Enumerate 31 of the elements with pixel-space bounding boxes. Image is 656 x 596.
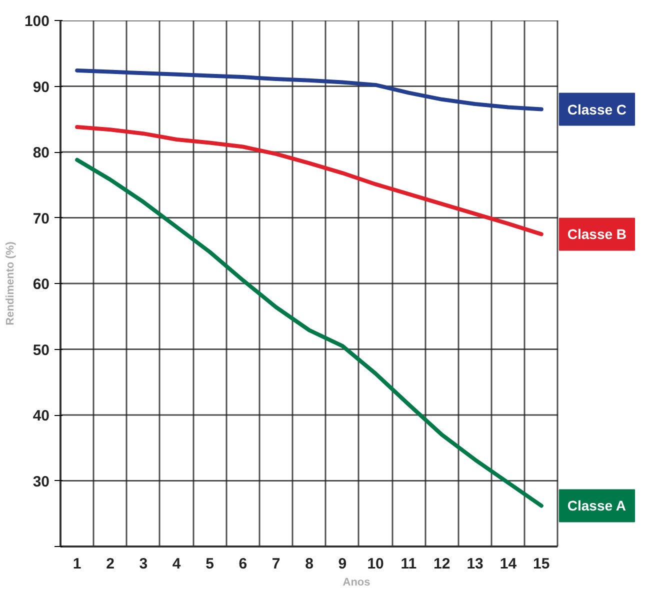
x-tick-label: 5 [206, 556, 214, 572]
x-tick-label: 9 [338, 556, 347, 572]
y-tick-label: 80 [32, 144, 50, 162]
x-tick-label: 1 [72, 556, 82, 572]
y-tick-label: 50 [32, 342, 50, 359]
x-tick-label: 6 [238, 556, 248, 572]
series-label: Classe A [567, 498, 626, 514]
x-tick-label: 2 [106, 556, 114, 572]
x-tick-label: 3 [139, 556, 148, 572]
series-label: Classe B [567, 226, 627, 242]
x-tick-label: 13 [466, 556, 484, 572]
x-tick-label: 10 [367, 556, 384, 572]
x-tick-label: 7 [272, 556, 280, 572]
x-tick-label: 14 [500, 556, 518, 572]
y-tick-label: 70 [32, 210, 50, 228]
x-tick-label: 4 [172, 556, 182, 572]
line-series [75, 68, 544, 112]
y-axis-title: Rendimento (%) [4, 241, 16, 326]
line-series [75, 158, 544, 508]
x-tick-label: 12 [434, 556, 450, 572]
x-tick-label: 8 [305, 556, 314, 572]
line-series [75, 125, 544, 236]
x-tick-label: 11 [400, 556, 417, 572]
y-tick-label: 100 [24, 13, 50, 30]
y-tick-label: 30 [32, 473, 50, 490]
x-tick-label: 15 [533, 556, 550, 572]
y-tick-label: 90 [32, 78, 50, 96]
x-axis-title: Anos [342, 576, 370, 588]
series-label: Classe C [567, 101, 627, 118]
y-tick-label: 60 [32, 276, 50, 293]
y-tick-label: 40 [32, 408, 50, 424]
